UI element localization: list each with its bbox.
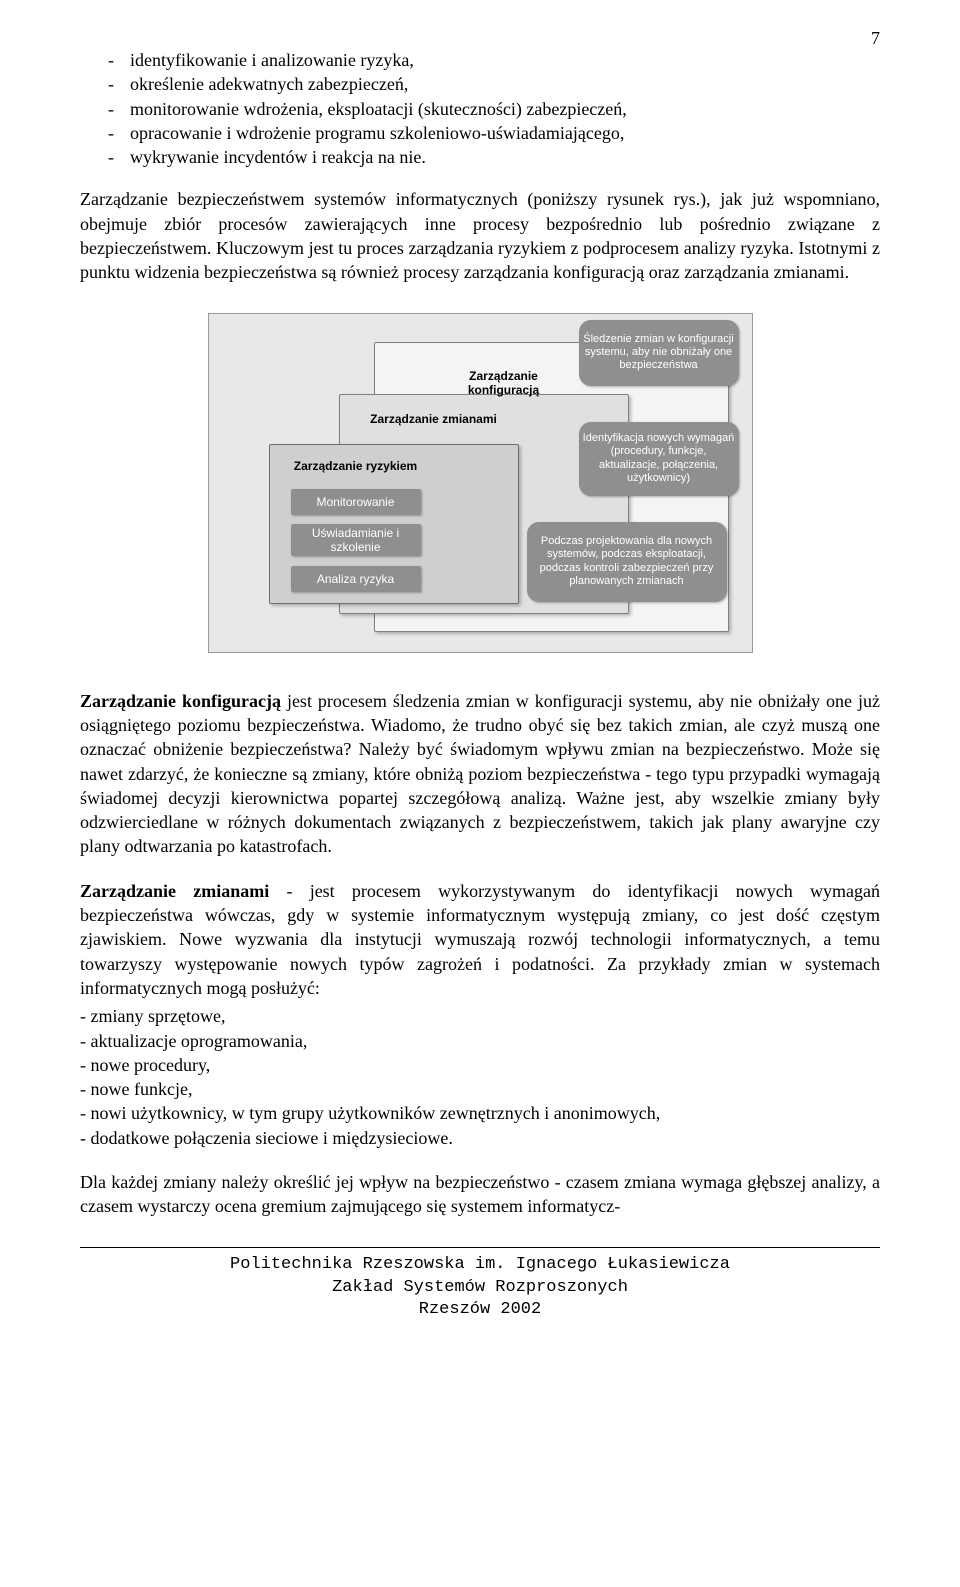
list-item: - nowe funkcje, bbox=[80, 1077, 880, 1101]
paragraph-config: Zarządzanie konfiguracją jest procesem ś… bbox=[80, 689, 880, 859]
changes-list: - zmiany sprzętowe, - aktualizacje oprog… bbox=[80, 1004, 880, 1150]
diagram-container: Zarządzanie konfiguracją Zarządzanie zmia… bbox=[80, 313, 880, 653]
list-item: opracowanie i wdrożenie programu szkolen… bbox=[108, 121, 880, 145]
risk-subitem: Uświadamianie i szkolenie bbox=[291, 524, 421, 556]
list-item: wykrywanie incydentów i reakcja na nie. bbox=[108, 145, 880, 169]
panel-config-title: Zarządzanie konfiguracją bbox=[439, 369, 569, 397]
paragraph-config-lead: Zarządzanie konfiguracją bbox=[80, 691, 281, 711]
paragraph-changes: Zarządzanie zmianami - jest procesem wyk… bbox=[80, 879, 880, 1000]
paragraph-intro: Zarządzanie bezpieczeństwem systemów inf… bbox=[80, 187, 880, 284]
footer-line: Politechnika Rzeszowska im. Ignacego Łuk… bbox=[80, 1254, 880, 1277]
list-item: identyfikowanie i analizowanie ryzyka, bbox=[108, 48, 880, 72]
list-item: - zmiany sprzętowe, bbox=[80, 1004, 880, 1028]
callout: Identyfikacja nowych wymagań (procedury,… bbox=[579, 422, 739, 496]
intro-bullet-list: identyfikowanie i analizowanie ryzyka, o… bbox=[80, 48, 880, 169]
paragraph-config-body: jest procesem śledzenia zmian w konfigur… bbox=[80, 691, 880, 857]
footer-line: Zakład Systemów Rozproszonych bbox=[80, 1277, 880, 1300]
page-footer: Politechnika Rzeszowska im. Ignacego Łuk… bbox=[80, 1254, 880, 1323]
management-diagram: Zarządzanie konfiguracją Zarządzanie zmia… bbox=[208, 313, 753, 653]
paragraph-changes-lead: Zarządzanie zmianami bbox=[80, 881, 269, 901]
list-item: monitorowanie wdrożenia, eksploatacji (s… bbox=[108, 97, 880, 121]
list-item: - dodatkowe połączenia sieciowe i między… bbox=[80, 1126, 880, 1150]
panel-changes-title: Zarządzanie zmianami bbox=[359, 409, 509, 429]
list-item: - nowi użytkownicy, w tym grupy użytkown… bbox=[80, 1101, 880, 1125]
callout: Podczas projektowania dla nowych systemó… bbox=[527, 522, 727, 602]
footer-line: Rzeszów 2002 bbox=[80, 1299, 880, 1322]
list-item: - nowe procedury, bbox=[80, 1053, 880, 1077]
panel-risk-title: Zarządzanie ryzykiem bbox=[281, 456, 431, 476]
risk-subitem: Monitorowanie bbox=[291, 489, 421, 515]
footer-separator bbox=[80, 1247, 880, 1248]
list-item: określenie adekwatnych zabezpieczeń, bbox=[108, 72, 880, 96]
callout: Śledzenie zmian w konfiguracji systemu, … bbox=[579, 320, 739, 386]
risk-subitem: Analiza ryzyka bbox=[291, 566, 421, 592]
paragraph-closing: Dla każdej zmiany należy określić jej wp… bbox=[80, 1170, 880, 1219]
list-item: - aktualizacje oprogramowania, bbox=[80, 1029, 880, 1053]
page-number: 7 bbox=[871, 28, 880, 49]
page: 7 identyfikowanie i analizowanie ryzyka,… bbox=[0, 0, 960, 1362]
